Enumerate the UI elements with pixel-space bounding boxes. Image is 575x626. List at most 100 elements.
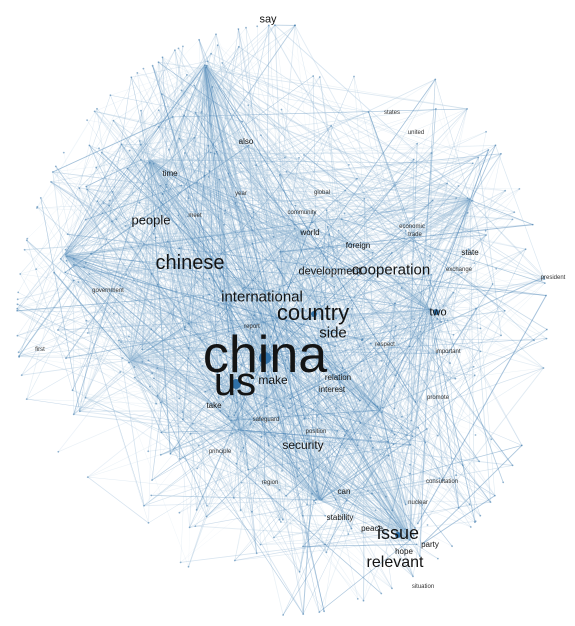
network-edge [125,225,431,311]
network-edge [409,159,415,541]
network-edge [64,248,469,256]
network-edge [204,64,547,339]
network-node [437,434,439,437]
network-edge [143,398,291,506]
network-edge [324,539,411,545]
network-edge [160,185,381,411]
network-edge [73,413,513,466]
network-node [311,492,313,495]
network-node [217,396,220,399]
network-edge [321,199,471,500]
network-node [285,495,287,497]
network-edge [204,64,337,319]
network-edge [150,64,206,221]
network-node [216,44,219,46]
network-edge [279,288,301,296]
network-node [429,255,431,257]
network-edge [204,64,226,214]
network-edge [299,197,457,231]
network-edge [297,434,395,477]
network-edge [264,354,406,505]
network-node [335,407,338,409]
network-node [391,587,393,590]
network-edge [187,198,208,364]
word-people: people [131,212,171,228]
network-edge [120,341,411,540]
network-edge [97,199,471,202]
network-edge [111,221,330,235]
network-edge [248,145,431,311]
network-node [391,251,393,254]
network-edge [153,183,448,217]
network-edge [178,48,327,553]
network-edge [151,64,206,481]
network-edge [67,233,481,352]
network-edge [237,354,266,403]
network-edge [178,64,206,399]
network-edge [85,397,321,501]
network-edge [392,322,442,511]
network-node [156,394,159,397]
network-node [259,543,262,546]
network-edge [319,428,428,501]
word-safeguard: safeguard [252,417,280,423]
network-edge [284,157,414,536]
network-node [385,532,388,535]
network-edge [67,233,547,296]
network-edge [239,140,332,332]
network-edge [204,175,266,356]
network-edge [64,145,249,273]
network-edge [193,85,381,411]
network-edge [26,296,204,400]
network-edge [24,249,131,361]
network-edge [128,336,393,511]
network-node [377,419,380,422]
network-edge [304,409,381,420]
network-edge [401,199,471,289]
network-node [278,292,280,294]
network-node [152,162,155,165]
network-edge [182,86,213,420]
network-edge [78,229,301,283]
network-edge [285,230,339,361]
network-edge [260,134,414,437]
network-edge [201,111,411,446]
network-edge [64,254,274,321]
network-edge [271,357,382,594]
network-node [84,396,87,399]
network-edge [86,320,449,354]
network-node [156,367,159,370]
word-also: also [238,137,254,146]
network-edge [201,111,407,505]
network-edge [196,354,266,511]
network-node [219,312,221,315]
network-node [181,411,184,414]
network-edge [287,321,442,369]
network-edge [204,272,463,393]
network-node [222,400,224,403]
network-edge [153,163,266,356]
network-edge [129,112,197,361]
network-node [177,214,180,217]
network-edge [109,111,369,201]
network-edge [204,64,288,358]
network-node [278,174,281,176]
network-node [183,328,186,331]
network-edge [319,303,396,501]
network-edge [65,249,451,364]
network-edge [429,149,489,311]
network-edge [204,64,327,211]
network-node [65,260,68,262]
network-edge [202,365,381,411]
network-edge [404,375,476,550]
network-node [409,444,412,446]
network-node [255,552,258,555]
network-edge [379,409,481,516]
network-edge [64,272,271,354]
network-edge [269,272,425,353]
network-node [369,436,372,439]
network-edge [233,346,410,499]
network-edge [149,143,418,164]
network-edge [152,65,270,446]
network-edge [300,199,471,296]
